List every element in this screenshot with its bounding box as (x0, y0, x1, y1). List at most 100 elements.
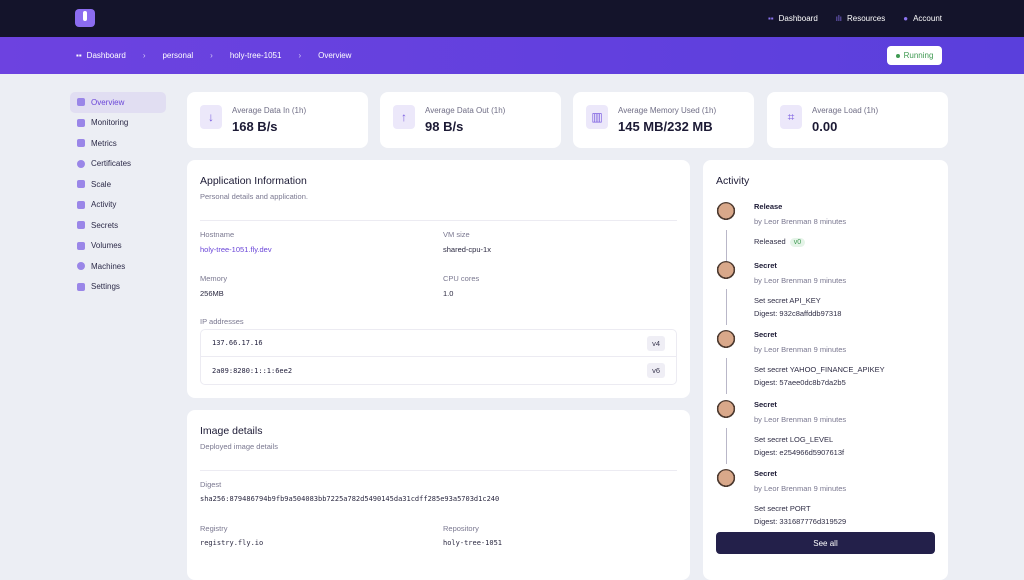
sidebar-item-secrets[interactable]: Secrets (70, 215, 166, 236)
stat-card-load: ⌗ Average Load (1h) 0.00 (767, 92, 948, 148)
activity-type: Secret (754, 330, 777, 339)
badge-check-icon (77, 159, 85, 168)
timeline-line (726, 230, 727, 266)
activity-type: Release (754, 202, 783, 211)
sidebar-item-monitoring[interactable]: Monitoring (70, 113, 166, 134)
cpu-icon: ⌗ (780, 105, 802, 129)
ip-row: 137.66.17.16 v4 (201, 330, 676, 357)
avatar (716, 330, 736, 352)
scale-icon (77, 180, 85, 189)
sidebar-item-machines[interactable]: Machines (70, 256, 166, 277)
activity-author: by Leor Brenman 9 minutes (754, 345, 847, 354)
registry-value: registry.fly.io (200, 539, 264, 547)
activity-detail: Set secret PORT (754, 504, 811, 513)
grid-icon: ▪▪ (76, 51, 82, 60)
header-band: ▪▪ Dashboard › personal › holy-tree-1051 › … (0, 37, 1024, 74)
timeline-line (726, 358, 727, 394)
bar-chart-icon (77, 139, 85, 148)
arrow-up-icon: ↑ (393, 105, 415, 129)
digest-label: Digest (200, 480, 222, 489)
activity-author: by Leor Brenman 8 minutes (754, 217, 847, 226)
breadcrumb-personal[interactable]: personal (162, 51, 194, 60)
activity-type: Secret (754, 469, 777, 478)
hostname-label: Hostname (200, 230, 235, 239)
card-header: Application Information Personal details… (200, 175, 677, 221)
activity-author: by Leor Brenman 9 minutes (754, 415, 847, 424)
activity-detail: Released (754, 237, 786, 246)
memory-value: 256MB (200, 289, 224, 298)
stat-card-memory: ▥ Average Memory Used (1h) 145 MB/232 MB (573, 92, 754, 148)
version-badge: v0 (789, 238, 806, 247)
stat-value: 168 B/s (232, 119, 278, 134)
sidebar-item-metrics[interactable]: Metrics (70, 133, 166, 154)
breadcrumb-dashboard[interactable]: Dashboard (86, 51, 126, 60)
activity-detail: Set secret YAHOO_FINANCE_APIKEY (754, 365, 885, 374)
nav-resources[interactable]: ılı Resources (835, 14, 886, 23)
stat-label: Average Load (1h) (812, 106, 879, 115)
stat-value: 145 MB/232 MB (618, 119, 713, 134)
image-details-card: Image details Deployed image details Dig… (187, 410, 690, 580)
sidebar: Overview Monitoring Metrics Certificates… (70, 92, 166, 297)
user-icon: ● (903, 14, 909, 23)
activity-digest: Digest: 57aee0dc8b7da2b5 (754, 378, 846, 387)
stat-label: Average Data In (1h) (232, 106, 307, 115)
timeline-line (726, 428, 727, 464)
see-all-button[interactable]: See all (716, 532, 935, 554)
cpu-icon (77, 262, 85, 271)
timeline-line (726, 289, 727, 325)
chevron-right-icon: › (142, 51, 146, 60)
activity-author: by Leor Brenman 9 minutes (754, 276, 847, 285)
activity-type: Secret (754, 261, 777, 270)
cpu-value: 1.0 (443, 289, 454, 298)
avatar (716, 400, 736, 422)
repository-value: holy-tree-1051 (443, 539, 503, 547)
avatar (716, 469, 736, 491)
nav-account[interactable]: ● Account (903, 14, 942, 23)
ip-address: 137.66.17.16 (212, 339, 263, 347)
activity-card: Activity Release by Leor Brenman 8 minute… (703, 160, 948, 580)
stat-value: 0.00 (812, 119, 838, 134)
avatar (716, 261, 736, 283)
arrow-down-icon: ↓ (200, 105, 222, 129)
sidebar-item-settings[interactable]: Settings (70, 277, 166, 298)
registry-label: Registry (200, 524, 228, 533)
avatar (716, 202, 736, 224)
lock-icon (77, 221, 85, 230)
stat-card-data-out: ↑ Average Data Out (1h) 98 B/s (380, 92, 561, 148)
bar-chart-icon: ılı (835, 14, 842, 23)
stat-value: 98 B/s (425, 119, 464, 134)
pie-chart-icon (77, 98, 85, 107)
card-subtitle: Deployed image details (200, 442, 278, 451)
vm-size-value: shared-cpu-1x (443, 245, 491, 254)
repository-label: Repository (443, 524, 479, 533)
activity-icon (77, 200, 85, 209)
activity-author: by Leor Brenman 9 minutes (754, 484, 847, 493)
ip-list: 137.66.17.16 v4 2a09:8280:1::1:6ee2 v6 (200, 329, 677, 385)
sidebar-item-overview[interactable]: Overview (70, 92, 166, 113)
breadcrumb-app[interactable]: holy-tree-1051 (229, 51, 282, 60)
sidebar-item-volumes[interactable]: Volumes (70, 236, 166, 257)
hostname-link[interactable]: holy-tree-1051.fly.dev (200, 245, 272, 254)
card-subtitle: Personal details and application. (200, 192, 308, 201)
sidebar-item-certificates[interactable]: Certificates (70, 154, 166, 175)
sidebar-item-scale[interactable]: Scale (70, 174, 166, 195)
sidebar-item-activity[interactable]: Activity (70, 195, 166, 216)
card-header: Image details Deployed image details (200, 425, 677, 471)
activity-type: Secret (754, 400, 777, 409)
breadcrumb-overview[interactable]: Overview (318, 51, 352, 60)
stat-label: Average Data Out (1h) (425, 106, 506, 115)
memory-icon: ▥ (586, 105, 608, 129)
memory-label: Memory (200, 274, 228, 283)
card-title: Image details (200, 425, 263, 437)
grid-icon: ▪▪ (767, 14, 774, 23)
top-bar: ▪▪ Dashboard ılı Resources ● Account (0, 0, 1024, 37)
chevron-right-icon: › (298, 51, 302, 60)
status-badge: Running (887, 46, 942, 65)
activity-digest: Digest: 331687776d319529 (754, 517, 847, 526)
logo-icon[interactable] (75, 9, 95, 27)
card-title: Application Information (200, 175, 307, 187)
activity-detail: Set secret API_KEY (754, 296, 821, 305)
drive-icon (77, 241, 85, 250)
sliders-icon (77, 282, 85, 291)
nav-dashboard[interactable]: ▪▪ Dashboard (767, 14, 818, 23)
